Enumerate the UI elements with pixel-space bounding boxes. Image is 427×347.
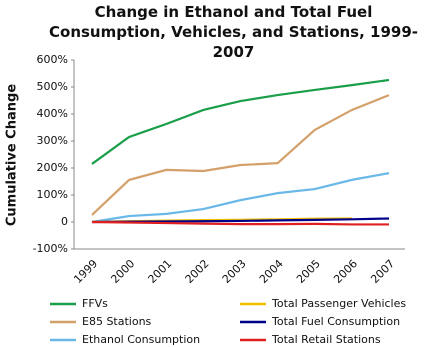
y-tick-label: 400%	[37, 107, 68, 120]
y-tick-label: 300%	[37, 134, 68, 147]
x-tick-label: 2000	[108, 257, 137, 286]
y-axis-label: Cumulative Change	[5, 84, 20, 226]
legend-label: Total Fuel Consumption	[271, 315, 400, 328]
y-tick-label: 100%	[37, 188, 68, 201]
x-tick-label: 2004	[257, 257, 286, 286]
legend-label: E85 Stations	[82, 315, 152, 328]
y-tick-label: 500%	[37, 80, 68, 93]
x-tick-label: 2006	[331, 257, 360, 286]
x-tick-label: 1999	[71, 257, 100, 286]
chart-title: Change in Ethanol and Total Fuel Consump…	[49, 3, 418, 61]
x-tick-label: 2007	[368, 257, 397, 286]
line-series	[91, 172, 390, 224]
x-tick-label: 2003	[220, 257, 249, 286]
x-tick-label: 2005	[294, 257, 323, 286]
y-tick-label: 200%	[37, 161, 68, 174]
legend-label: Ethanol Consumption	[82, 333, 200, 346]
y-tick-label: 0	[61, 215, 68, 228]
x-tick-label: 2001	[146, 257, 175, 286]
line-series	[91, 78, 390, 165]
line-series	[91, 220, 389, 226]
x-tick-label: 2002	[183, 257, 212, 286]
legend-label: FFVs	[82, 297, 108, 310]
legend-label: Total Passenger Vehicles	[271, 297, 406, 310]
legend-label: Total Retail Stations	[271, 333, 381, 346]
y-tick-label: -100%	[33, 242, 68, 255]
y-tick-label: 600%	[37, 53, 68, 66]
line-series	[91, 94, 390, 216]
